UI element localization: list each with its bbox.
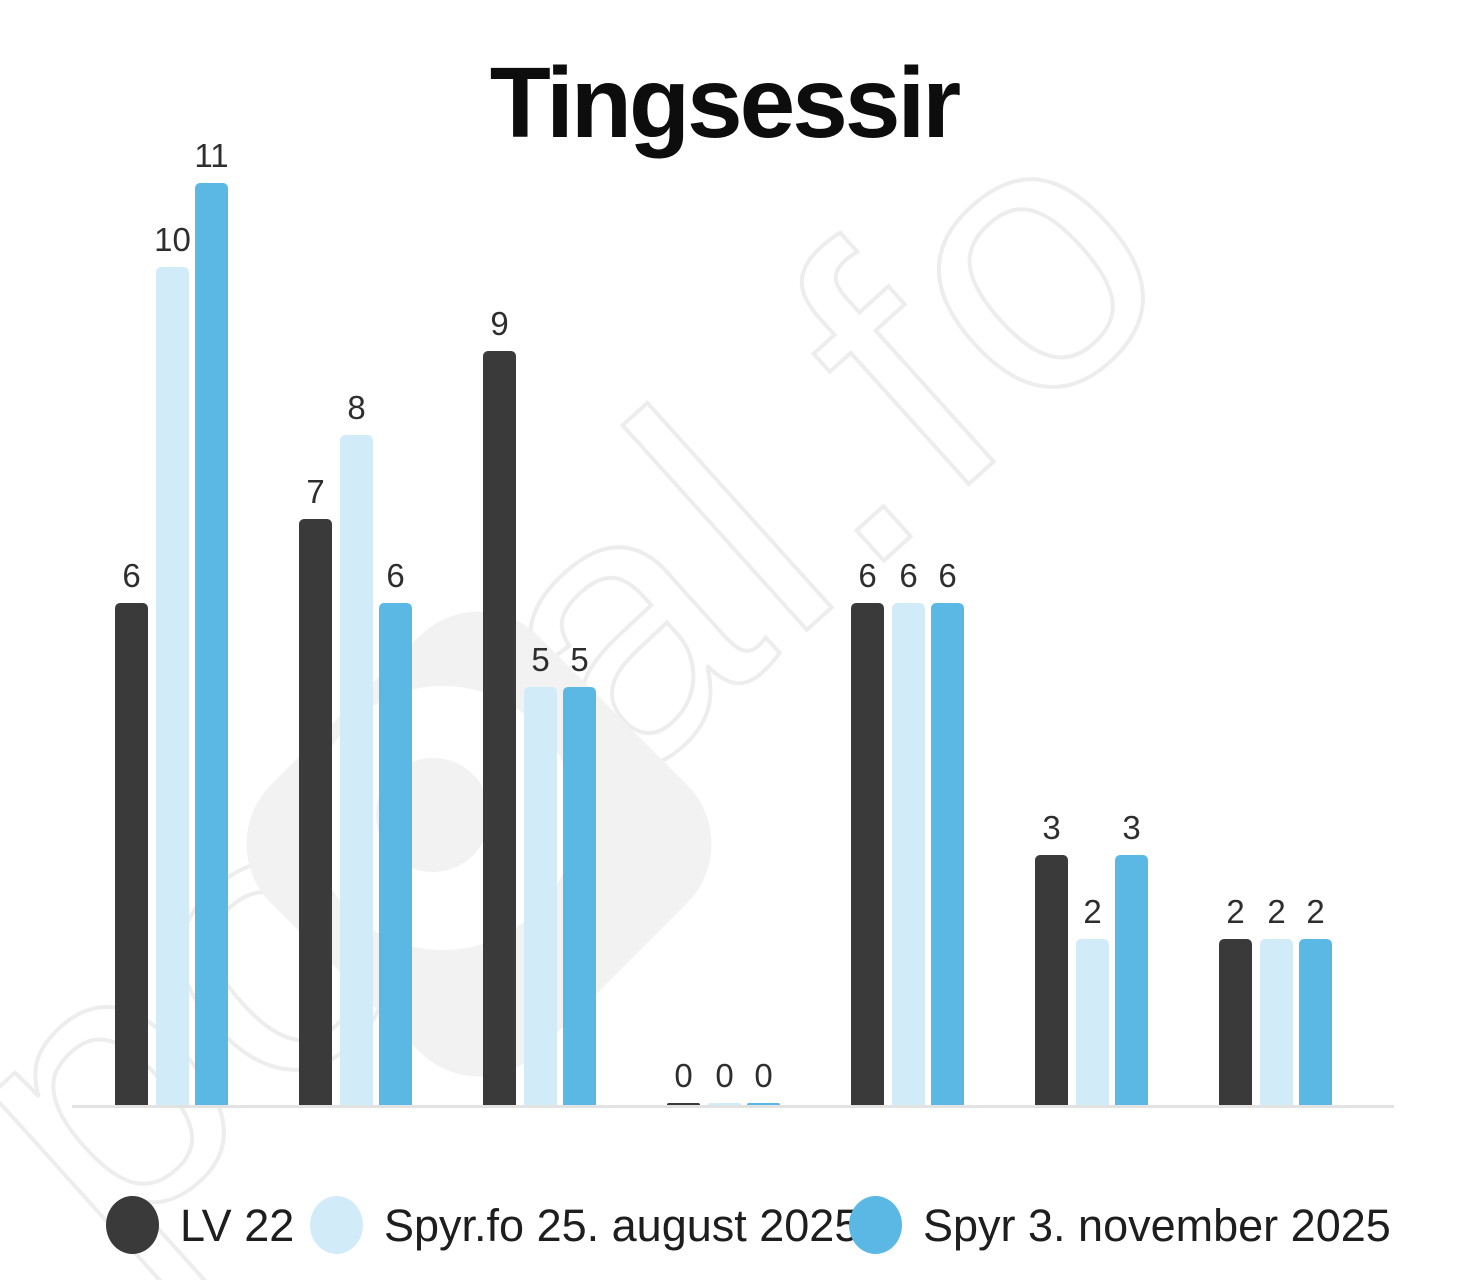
bar-value-label: 10 [154,221,191,258]
bar-value-label: 3 [1042,809,1061,846]
bar [195,183,228,1107]
bar [931,603,964,1107]
bar [851,603,884,1107]
legend-item-spyr-november[interactable]: Spyr 3. november 2025 [849,1194,1391,1256]
bar-value-label: 6 [122,557,141,594]
bar-value-label: 7 [306,473,325,510]
bar [1076,939,1109,1107]
bar [156,267,189,1107]
bar-value-label: 0 [754,1057,773,1094]
bar [115,603,148,1107]
legend-dot-spyr-november [849,1196,902,1254]
legend-item-spyrfo-august[interactable]: Spyr.fo 25. august 2025 [310,1194,859,1256]
bar [379,603,412,1107]
legend-dot-lv22 [106,1196,159,1254]
bar-value-label: 2 [1226,893,1245,930]
bar-value-label: 3 [1122,809,1141,846]
legend-dot-spyrfo-august [310,1196,363,1254]
bar-value-label: 6 [386,557,405,594]
bar [524,687,557,1107]
bar [1115,855,1148,1107]
bar-value-label: 2 [1306,893,1325,930]
x-axis-line [72,1105,1394,1108]
bar [1219,939,1252,1107]
legend-label-spyrfo-august: Spyr.fo 25. august 2025 [384,1199,860,1251]
chart-title: Tingsessir [489,47,961,159]
bar-value-label: 2 [1083,893,1102,930]
bar [1035,855,1068,1107]
bar [892,603,925,1107]
bar-value-label: 9 [490,305,509,342]
bar [299,519,332,1107]
bar-value-label: 8 [347,389,366,426]
bar-value-label: 11 [194,137,229,174]
bar [483,351,516,1107]
legend-label-lv22: LV 22 [180,1199,295,1251]
bar-value-label: 2 [1267,893,1286,930]
bar [563,687,596,1107]
bar-value-label: 6 [858,557,877,594]
bar [1299,939,1332,1107]
legend-label-spyr-november: Spyr 3. november 2025 [923,1199,1391,1251]
bar-value-label: 5 [570,641,589,678]
bar-value-label: 6 [899,557,918,594]
legend-item-lv22[interactable]: LV 22 [106,1194,294,1256]
bar-value-label: 6 [938,557,957,594]
bar [1260,939,1293,1107]
bar [340,435,373,1107]
watermark-logo-diamond [211,576,747,1112]
